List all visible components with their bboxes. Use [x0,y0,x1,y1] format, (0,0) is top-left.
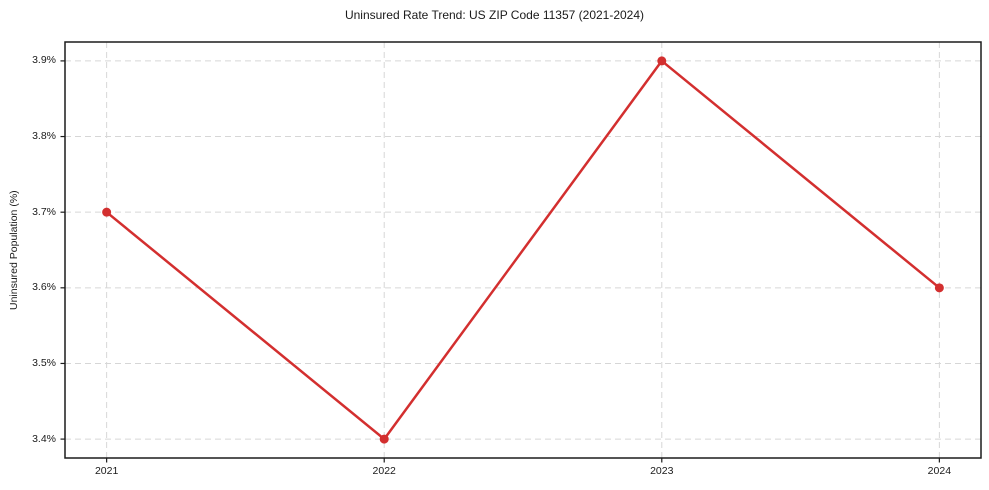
data-point-marker [657,56,667,66]
data-point-marker [379,434,389,444]
x-tick-label: 2024 [927,465,952,477]
y-tick-label: 3.6% [32,281,56,294]
y-tick-label: 3.7% [32,205,56,218]
x-tick-label: 2023 [650,465,674,477]
y-tick-label: 3.9% [32,54,56,67]
plot-border [64,41,982,459]
trend-line [105,59,941,441]
data-point-marker [934,283,944,293]
y-tick-label: 3.4% [32,432,56,445]
x-tick-label: 2022 [372,465,396,477]
chart-title: Uninsured Rate Trend: US ZIP Code 11357 … [344,8,645,22]
x-tick-label: 2021 [94,465,119,477]
y-tick-label: 3.8% [32,130,56,143]
y-tick-label: 3.5% [32,356,56,369]
data-point-marker [102,207,112,217]
